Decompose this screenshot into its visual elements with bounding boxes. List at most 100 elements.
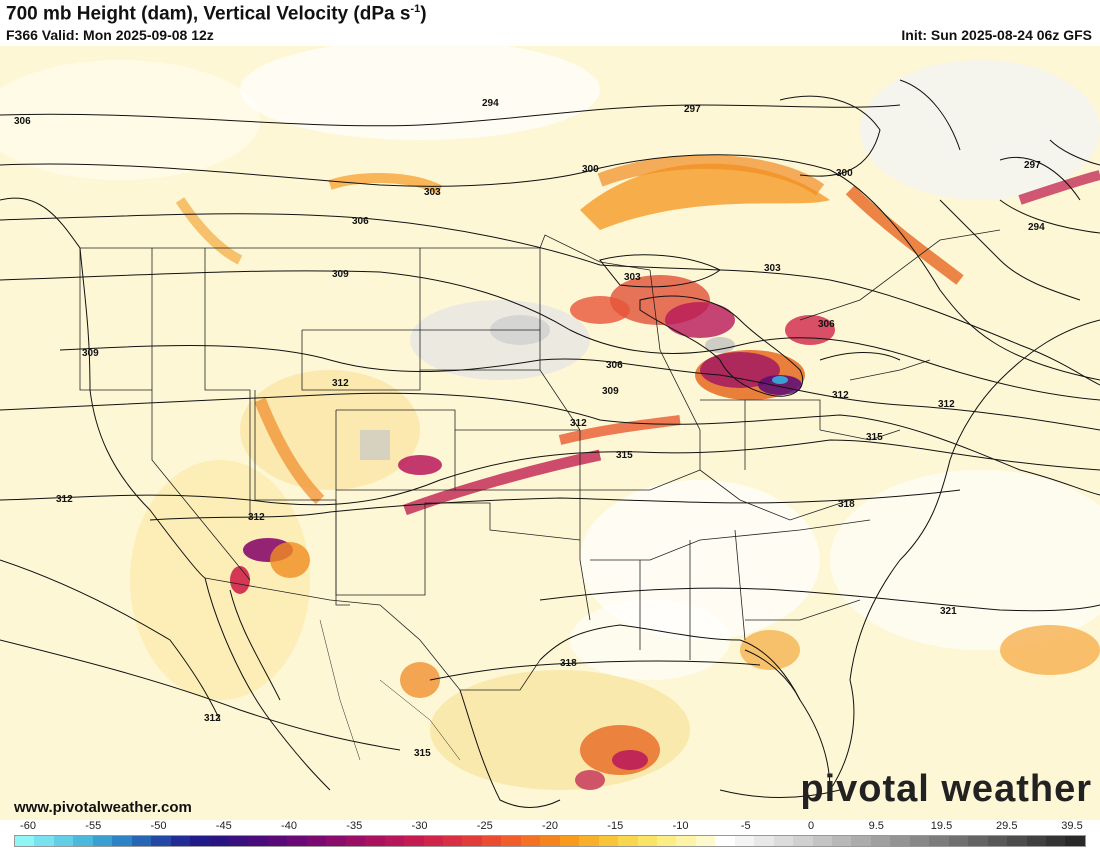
- weather-map[interactable]: 306 294 297 300 300 297 294 303 306 309 …: [0, 46, 1100, 820]
- init-time: Init: Sun 2025-08-24 06z GFS: [901, 27, 1092, 43]
- colorbar-cell: [715, 836, 735, 846]
- height-label: 306: [14, 116, 31, 127]
- colorbar-cell: [968, 836, 988, 846]
- colorbar-cell: [462, 836, 482, 846]
- height-label: 294: [1028, 222, 1045, 233]
- height-label: 312: [332, 378, 349, 389]
- colorbar-label: -30: [411, 820, 428, 832]
- colorbar-cell: [793, 836, 813, 846]
- colorbar-label: -45: [215, 820, 232, 832]
- height-label: 321: [940, 606, 957, 617]
- colorbar-cell: [501, 836, 521, 846]
- colorbar-cell: [306, 836, 327, 846]
- colorbar-cell: [832, 836, 852, 846]
- colorbar-label: -10: [672, 820, 689, 832]
- colorbar-cell: [929, 836, 949, 846]
- colorbar-label: -40: [281, 820, 297, 832]
- height-label: 315: [866, 432, 883, 443]
- height-label: 303: [424, 187, 441, 198]
- colorbar-cell: [73, 836, 93, 846]
- height-label: 312: [56, 494, 73, 505]
- colorbar-cell: [248, 836, 268, 846]
- height-label: 318: [560, 658, 577, 669]
- height-label: 297: [684, 104, 701, 115]
- map-title: 700 mb Height (dam), Vertical Velocity (…: [6, 3, 427, 25]
- colorbar-cell: [754, 836, 774, 846]
- colorbar-cell: [112, 836, 132, 846]
- height-label: 312: [938, 399, 955, 410]
- colorbar-cell: [190, 836, 210, 846]
- height-label: 312: [570, 418, 587, 429]
- colorbar-cell: [384, 836, 405, 846]
- colorbar-cell: [734, 836, 755, 846]
- colorbar-label: -5: [740, 820, 751, 832]
- colorbar-cell: [637, 836, 657, 846]
- colorbar-cell: [1007, 836, 1027, 846]
- height-label: 303: [624, 272, 641, 283]
- height-label: 315: [616, 450, 633, 461]
- colorbar-label: -35: [346, 820, 363, 832]
- height-label: 312: [832, 390, 849, 401]
- colorbar-cell: [676, 836, 696, 846]
- colorbar-cell: [267, 836, 288, 846]
- political-boundaries: [79, 229, 1001, 761]
- site-url: www.pivotalweather.com: [14, 799, 192, 816]
- height-label: 315: [414, 748, 431, 759]
- height-label: 309: [602, 386, 619, 397]
- header: 700 mb Height (dam), Vertical Velocity (…: [0, 0, 1100, 46]
- colorbar-cell: [92, 836, 113, 846]
- colorbar-cell: [851, 836, 871, 846]
- colorbar-cell: [656, 836, 677, 846]
- height-label: 312: [248, 512, 265, 523]
- height-label: 300: [836, 168, 853, 179]
- height-label: 306: [606, 360, 623, 371]
- colorbar-label: 9.5: [868, 820, 884, 832]
- coastlines: [0, 79, 1100, 808]
- colorbar-cell: [365, 836, 385, 846]
- colorbar-label: 29.5: [996, 820, 1018, 832]
- colorbar-label: -60: [20, 820, 36, 832]
- colorbar-cell: [1065, 836, 1085, 846]
- colorbar-cell: [579, 836, 599, 846]
- colorbar-cell: [131, 836, 152, 846]
- colorbar-cell: [540, 836, 560, 846]
- colorbar-cell: [170, 836, 191, 846]
- height-label: 318: [838, 499, 855, 510]
- colorbar-cell: [948, 836, 969, 846]
- colorbar-label: -20: [542, 820, 558, 832]
- colorbar-label: 39.5: [1061, 820, 1083, 832]
- colorbar-cell: [326, 836, 346, 846]
- colorbar-cell: [481, 836, 502, 846]
- colorbar-cell: [442, 836, 463, 846]
- colorbar-cell: [987, 836, 1008, 846]
- colorbar-cell: [870, 836, 891, 846]
- colorbar-cell: [15, 836, 35, 846]
- height-label: 309: [82, 348, 99, 359]
- height-label: 300: [582, 164, 599, 175]
- colorbar-label: -25: [476, 820, 493, 832]
- colorbar-cell: [287, 836, 307, 846]
- height-label: 306: [352, 216, 369, 227]
- colorbar-cell: [559, 836, 580, 846]
- height-label: 306: [818, 319, 835, 330]
- colorbar-cell: [34, 836, 54, 846]
- colorbar-cell: [773, 836, 794, 846]
- height-label: 312: [204, 713, 221, 724]
- colorbar: -60 -55 -50 -45 -40 -35 -30 -25 -20 -15 -10 -5 0 9.5 1…: [0, 820, 1100, 850]
- colorbar-label: 0: [807, 820, 815, 832]
- colorbar-cell: [1046, 836, 1066, 846]
- colorbar-cell: [404, 836, 424, 846]
- colorbar-cell: [520, 836, 541, 846]
- colorbar-cell: [1026, 836, 1047, 846]
- colorbar-label: -55: [85, 820, 102, 832]
- brand-logo: pivotal weather: [800, 768, 1092, 810]
- colorbar-label: 19.5: [930, 820, 953, 832]
- height-contours: [0, 104, 1100, 751]
- colorbar-cell: [209, 836, 229, 846]
- colorbar-label: -50: [150, 820, 167, 832]
- colorbar-cell: [345, 836, 366, 846]
- colorbar-cell: [228, 836, 249, 846]
- height-labels: 306 294 297 300 300 297 294 303 306 309 …: [14, 98, 1045, 759]
- colorbar-cell: [890, 836, 910, 846]
- colorbar-strip: [14, 835, 1086, 847]
